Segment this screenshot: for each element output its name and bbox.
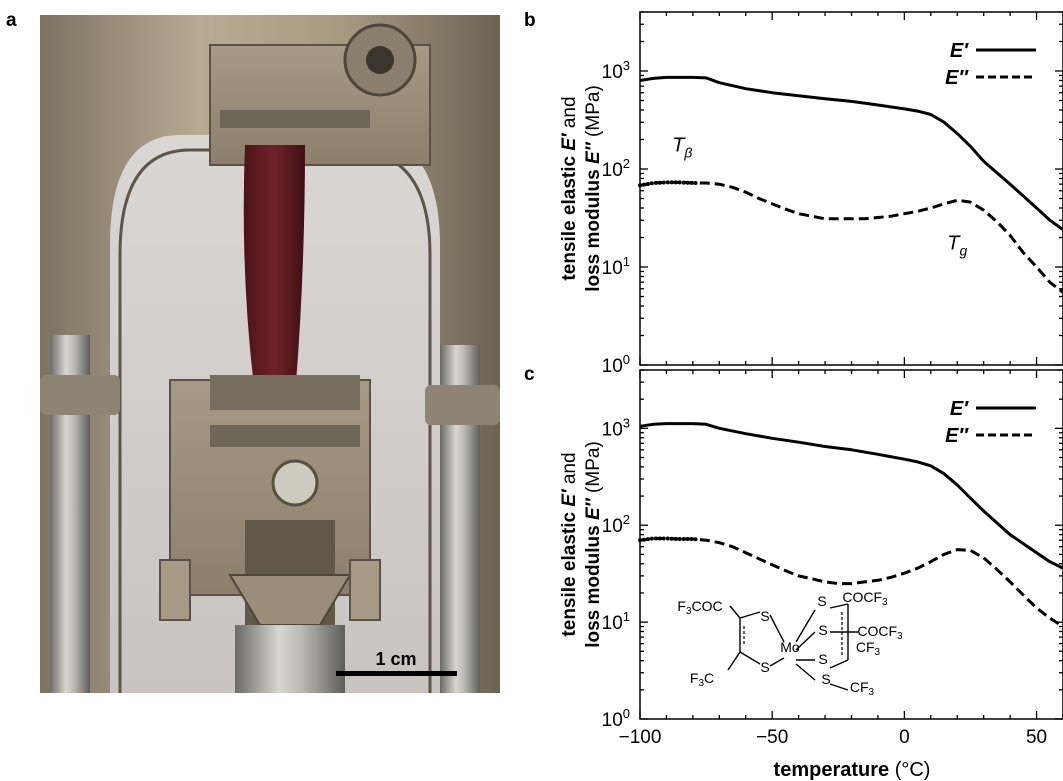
molecule-bond xyxy=(739,611,761,619)
y-axis-label-line: tensile elastic E′ and xyxy=(559,96,580,280)
molecule-label: S xyxy=(817,593,826,609)
plot-frame xyxy=(639,11,1063,366)
data-point xyxy=(689,537,694,542)
y-tick-label: 102 xyxy=(602,512,630,537)
data-point xyxy=(638,538,642,543)
molecule-bond xyxy=(829,603,849,609)
annotation-label: Tβ xyxy=(672,135,692,161)
data-point xyxy=(645,181,650,186)
data-point xyxy=(669,536,674,541)
data-point xyxy=(685,180,690,185)
data-point xyxy=(681,537,686,542)
data-point xyxy=(693,537,698,542)
legend-label: E′ xyxy=(950,40,969,62)
data-point xyxy=(677,180,682,185)
data-point xyxy=(689,180,694,185)
panel-label-c: c xyxy=(524,364,535,385)
data-point xyxy=(665,536,670,541)
data-point xyxy=(645,537,650,542)
molecule-bond xyxy=(795,609,816,643)
data-point xyxy=(641,182,646,187)
legend-label: E″ xyxy=(945,67,969,89)
molecule-bond xyxy=(769,657,785,667)
y-tick-label: 100 xyxy=(602,352,630,377)
data-point xyxy=(673,536,678,541)
molecule-bond xyxy=(829,683,849,691)
panel-label-a: a xyxy=(6,10,17,31)
data-point xyxy=(638,183,642,188)
y-tick-label: 102 xyxy=(602,156,630,181)
series-line-E-double-prime xyxy=(639,537,1063,628)
x-tick-label: −100 xyxy=(619,727,662,748)
y-axis-label-line: tensile elastic E′ and xyxy=(559,452,580,636)
molecule-bond xyxy=(829,659,849,669)
data-point xyxy=(657,180,662,185)
data-point xyxy=(641,537,646,542)
y-axis-label-line: loss modulus E″ (MPa) xyxy=(583,441,604,648)
molecule-bond xyxy=(727,605,741,671)
molecule-label: CF3 xyxy=(850,679,875,698)
series-line-E-prime xyxy=(639,422,1063,570)
data-point xyxy=(669,180,674,185)
data-point xyxy=(693,180,698,185)
data-point xyxy=(649,536,654,541)
data-point xyxy=(657,536,662,541)
chart-panel-c: −100 −50 0 50 100 101 102 103 tensile elastic E′… xyxy=(559,369,1063,748)
molecule-label: COCF3 xyxy=(842,589,888,608)
annotation-label: Tg xyxy=(947,233,967,259)
data-point xyxy=(673,180,678,185)
y-tick-label: 101 xyxy=(602,609,630,634)
plot-frame xyxy=(639,369,1063,720)
y-tick-label: 103 xyxy=(602,58,630,83)
data-point xyxy=(665,180,670,185)
molecule-bond xyxy=(795,631,816,651)
data-point xyxy=(649,181,654,186)
scale-bar xyxy=(336,671,457,676)
molecule-label: F3COC xyxy=(677,598,722,617)
data-point xyxy=(661,180,666,185)
molecule-label: S xyxy=(818,622,827,638)
molecule-label: CF3 xyxy=(856,639,881,658)
data-point xyxy=(653,536,658,541)
molecule-label: Mo xyxy=(780,639,800,655)
scale-bar-label: 1 cm xyxy=(375,649,416,669)
molecule-label: S xyxy=(760,608,769,624)
molecule-label: F3C xyxy=(690,670,714,689)
data-point xyxy=(685,537,690,542)
series-line-E-double-prime xyxy=(639,180,1063,294)
y-tick-label: 103 xyxy=(602,415,630,440)
x-tick-label: −50 xyxy=(756,727,788,748)
data-point xyxy=(681,180,686,185)
molecule-label: COCF3 xyxy=(857,623,903,642)
legend-label: E′ xyxy=(950,398,969,420)
y-tick-label: 100 xyxy=(602,706,630,731)
y-tick-label: 101 xyxy=(602,254,630,279)
legend-label: E″ xyxy=(945,425,969,447)
molecule-bond xyxy=(739,651,761,665)
molecule-label: S xyxy=(818,651,827,667)
x-axis-label: temperature (°C) xyxy=(774,759,931,781)
series-line-E-prime xyxy=(639,75,1063,231)
y-axis-label-line: loss modulus E″ (MPa) xyxy=(583,85,604,292)
molecule-label: S xyxy=(821,671,830,687)
data-point xyxy=(677,537,682,542)
data-point xyxy=(653,180,658,185)
molecule-bond xyxy=(795,663,816,681)
molecule-bond xyxy=(769,614,785,643)
panel-label-b: b xyxy=(524,10,536,31)
data-point xyxy=(661,536,666,541)
x-tick-label: 0 xyxy=(899,727,910,748)
tensile-clamp-photo: 1 cm xyxy=(40,15,500,693)
x-tick-label: 50 xyxy=(1026,727,1047,748)
molecule-label: S xyxy=(760,659,769,675)
